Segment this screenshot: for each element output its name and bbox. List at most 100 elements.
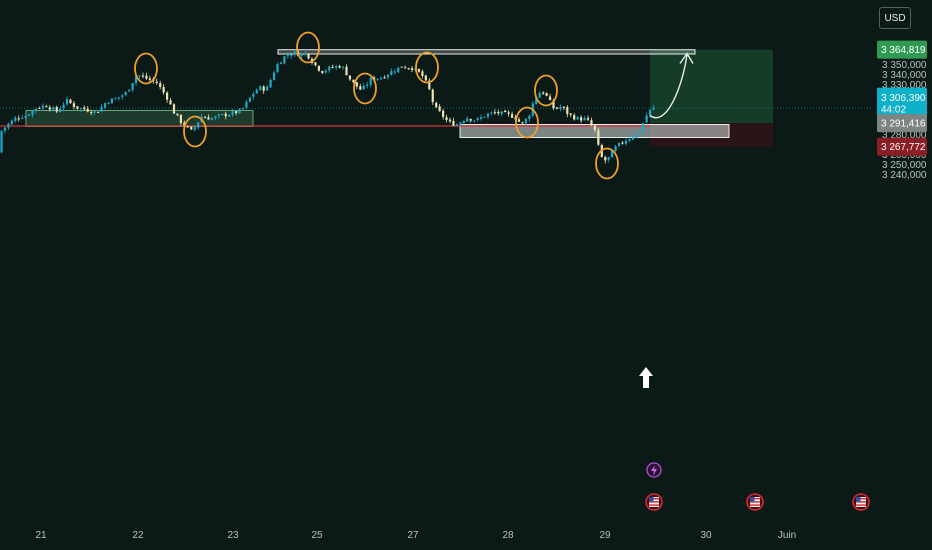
candle-bearish xyxy=(172,104,176,114)
candle-bearish xyxy=(566,107,569,115)
candle-bullish xyxy=(79,107,82,109)
candle-bearish xyxy=(590,120,593,126)
candle-bullish xyxy=(3,127,7,131)
candle-bullish xyxy=(466,118,469,122)
candle-bullish xyxy=(617,142,621,146)
candle-bullish xyxy=(335,66,338,68)
candle-bearish xyxy=(404,67,407,69)
candle-bullish xyxy=(459,122,462,125)
projected-arrowhead xyxy=(679,52,694,64)
swing-point-circle xyxy=(353,72,377,105)
candle-bearish xyxy=(421,71,424,77)
candle-bullish xyxy=(221,113,224,115)
candle-bullish xyxy=(21,118,24,120)
candle-bullish xyxy=(34,108,38,111)
candle-bullish xyxy=(110,98,113,104)
candle-bearish xyxy=(507,112,510,114)
candle-bearish xyxy=(48,107,51,110)
candle-bullish xyxy=(328,66,331,71)
candle-bullish xyxy=(228,114,231,117)
candle-bullish xyxy=(631,137,634,140)
candle-bearish xyxy=(169,100,172,105)
candle-bullish xyxy=(397,67,400,73)
candle-bullish xyxy=(455,124,458,126)
candle-bullish xyxy=(269,79,272,88)
candle-bullish xyxy=(473,120,476,122)
candle-bearish xyxy=(179,114,182,124)
us-flag-stripe xyxy=(856,504,866,506)
candle-bullish xyxy=(362,85,365,90)
candle-bearish xyxy=(183,122,186,126)
candle-bearish xyxy=(159,83,162,87)
candle-bullish xyxy=(0,130,3,153)
candle-bearish xyxy=(410,68,414,70)
candle-bullish xyxy=(300,53,303,57)
candle-bearish xyxy=(504,110,507,113)
us-flag-canton xyxy=(750,497,755,502)
time-tick-label: 30 xyxy=(700,530,712,541)
candle-bearish xyxy=(442,110,445,117)
time-tick-label: 28 xyxy=(502,530,514,541)
candle-bearish xyxy=(162,87,165,93)
candle-bearish xyxy=(345,66,348,76)
candle-bearish xyxy=(448,119,452,122)
currency-button[interactable]: USD xyxy=(879,7,911,29)
candle-bearish xyxy=(431,89,434,103)
candle-bullish xyxy=(255,89,258,94)
candle-bullish xyxy=(131,83,134,91)
candle-bullish xyxy=(283,56,286,64)
candle-bearish xyxy=(38,108,41,110)
us-flag-stripe xyxy=(750,498,760,500)
candle-bullish xyxy=(276,64,279,73)
candle-bullish xyxy=(59,108,62,113)
us-flag-canton xyxy=(856,497,861,502)
candle-bullish xyxy=(638,132,641,134)
candle-bearish xyxy=(72,103,76,107)
candle-bearish xyxy=(45,106,48,108)
candle-bearish xyxy=(621,142,624,144)
candle-bullish xyxy=(193,126,196,130)
candle-bearish xyxy=(593,125,596,131)
us-flag-canton xyxy=(649,497,654,502)
us-flag-stripe xyxy=(649,501,659,503)
candle-bearish xyxy=(55,106,58,112)
candle-bearish xyxy=(497,111,500,114)
time-tick-label: 21 xyxy=(35,530,47,541)
candle-bullish xyxy=(52,107,55,110)
price-tick-label: 3 240,000 xyxy=(882,170,927,181)
candle-bearish xyxy=(97,111,100,113)
current-price-tag-label: 3 306,390 xyxy=(881,93,926,104)
swing-point-circle xyxy=(515,106,539,139)
candle-bullish xyxy=(217,114,220,116)
candle-bearish xyxy=(352,79,355,83)
candle-bullish xyxy=(624,140,628,144)
candle-bearish xyxy=(338,66,341,68)
candle-bullish xyxy=(28,114,31,116)
candle-bullish xyxy=(462,121,465,123)
candle-bullish xyxy=(528,115,531,120)
candle-bullish xyxy=(266,86,269,91)
current-price-tag-countdown: 44:02 xyxy=(881,105,906,116)
candle-bearish xyxy=(76,106,79,109)
candle-bearish xyxy=(207,117,210,120)
zones-layer xyxy=(0,49,873,147)
target-price-tag-label: 3 364,819 xyxy=(881,45,926,56)
candle-bearish xyxy=(604,157,607,161)
price-tick-label: 3 350,000 xyxy=(882,60,927,71)
candle-bullish xyxy=(10,120,13,125)
candle-bullish xyxy=(576,116,579,120)
candle-bullish xyxy=(393,71,396,73)
candle-bearish xyxy=(17,118,20,120)
candle-bearish xyxy=(155,81,158,84)
candle-bearish xyxy=(511,114,514,118)
price-tick-label: 3 280,000 xyxy=(882,130,927,141)
candle-bearish xyxy=(383,77,386,79)
candle-bullish xyxy=(583,118,586,121)
candle-bearish xyxy=(552,100,555,109)
candle-bullish xyxy=(197,122,200,128)
candle-bearish xyxy=(86,108,89,112)
candle-bearish xyxy=(83,107,86,110)
candle-bearish xyxy=(428,80,431,90)
